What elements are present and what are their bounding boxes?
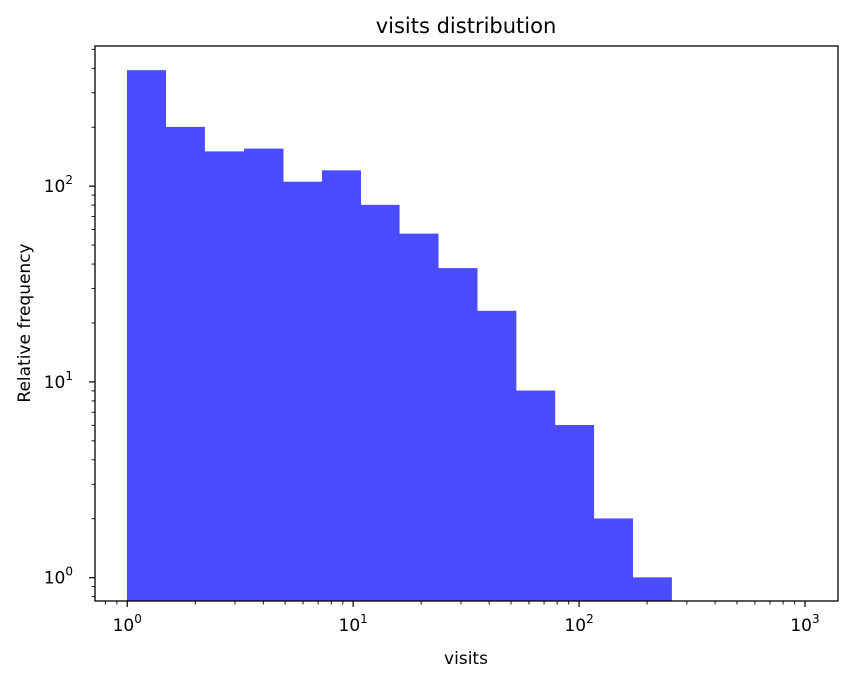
y-tick-label: 102 xyxy=(44,173,73,197)
histogram-bar xyxy=(244,148,284,602)
y-tick-label: 100 xyxy=(44,565,73,589)
histogram-bar xyxy=(554,425,595,602)
x-axis-ticks: 100 101 102 103 xyxy=(104,601,820,636)
histogram-bar xyxy=(165,126,205,602)
histogram-bars xyxy=(126,70,672,602)
x-tick-label: 101 xyxy=(339,612,368,636)
plot-frame xyxy=(94,45,839,602)
histogram-bar xyxy=(321,170,362,602)
chart-title: visits distribution xyxy=(376,14,557,38)
histogram-bar xyxy=(360,204,400,602)
y-axis-label: Relative frequency xyxy=(15,243,35,402)
x-axis-label: visits xyxy=(444,649,488,669)
histogram-bar xyxy=(437,268,478,602)
histogram-bar xyxy=(632,577,672,602)
histogram-bar xyxy=(593,518,633,602)
histogram-bar xyxy=(204,151,245,602)
histogram-bar xyxy=(476,310,517,602)
x-tick-label: 103 xyxy=(790,612,819,636)
x-tick-label: 100 xyxy=(113,612,142,636)
histogram-bar xyxy=(515,390,556,602)
y-tick-label: 101 xyxy=(44,369,73,393)
histogram-bar xyxy=(282,181,323,602)
x-tick-label: 102 xyxy=(564,612,593,636)
histogram-bar xyxy=(398,233,439,602)
histogram-bar xyxy=(126,70,166,602)
